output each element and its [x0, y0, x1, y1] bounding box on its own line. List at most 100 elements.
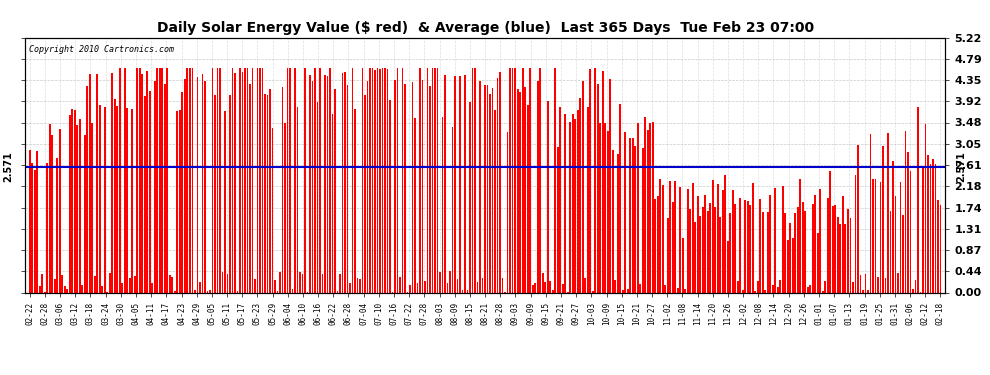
- Bar: [114, 99, 116, 292]
- Bar: [124, 68, 126, 292]
- Bar: [717, 184, 719, 292]
- Bar: [349, 283, 350, 292]
- Bar: [527, 105, 529, 292]
- Bar: [817, 233, 819, 292]
- Bar: [519, 92, 521, 292]
- Bar: [324, 75, 326, 292]
- Bar: [844, 224, 846, 292]
- Bar: [502, 278, 504, 292]
- Bar: [51, 135, 53, 292]
- Bar: [456, 279, 458, 292]
- Bar: [530, 68, 531, 292]
- Bar: [622, 290, 624, 292]
- Bar: [191, 68, 193, 292]
- Bar: [584, 278, 586, 292]
- Bar: [79, 119, 80, 292]
- Bar: [597, 84, 599, 292]
- Bar: [651, 122, 653, 292]
- Bar: [632, 138, 634, 292]
- Bar: [546, 101, 548, 292]
- Bar: [697, 196, 699, 292]
- Bar: [204, 81, 206, 292]
- Bar: [474, 68, 476, 292]
- Bar: [264, 94, 265, 292]
- Bar: [151, 283, 153, 292]
- Bar: [862, 290, 863, 292]
- Bar: [207, 291, 208, 292]
- Bar: [148, 91, 150, 292]
- Bar: [245, 68, 246, 292]
- Bar: [742, 290, 743, 292]
- Bar: [772, 285, 774, 292]
- Bar: [730, 213, 732, 292]
- Bar: [397, 68, 398, 292]
- Bar: [854, 176, 856, 292]
- Bar: [727, 241, 729, 292]
- Bar: [286, 68, 288, 292]
- Bar: [542, 273, 544, 292]
- Bar: [389, 99, 391, 292]
- Bar: [482, 278, 483, 292]
- Bar: [615, 280, 616, 292]
- Bar: [561, 284, 563, 292]
- Bar: [569, 122, 571, 292]
- Bar: [237, 291, 239, 292]
- Bar: [354, 108, 355, 292]
- Bar: [532, 285, 534, 292]
- Bar: [327, 76, 329, 292]
- Bar: [292, 289, 293, 292]
- Bar: [171, 278, 173, 292]
- Bar: [317, 102, 319, 292]
- Bar: [694, 222, 696, 292]
- Bar: [874, 179, 876, 292]
- Bar: [166, 68, 168, 292]
- Bar: [271, 128, 273, 292]
- Bar: [540, 68, 541, 292]
- Bar: [884, 278, 886, 292]
- Bar: [249, 84, 250, 292]
- Bar: [789, 223, 791, 292]
- Bar: [887, 134, 889, 292]
- Bar: [625, 132, 626, 292]
- Bar: [644, 117, 646, 292]
- Bar: [284, 123, 286, 292]
- Bar: [535, 282, 536, 292]
- Title: Daily Solar Energy Value ($ red)  & Average (blue)  Last 365 Days  Tue Feb 23 07: Daily Solar Energy Value ($ red) & Avera…: [156, 21, 814, 35]
- Bar: [342, 73, 344, 292]
- Bar: [507, 132, 509, 292]
- Bar: [837, 217, 839, 292]
- Bar: [607, 131, 609, 292]
- Bar: [161, 68, 163, 292]
- Bar: [800, 179, 801, 292]
- Bar: [42, 274, 44, 292]
- Bar: [186, 68, 188, 292]
- Bar: [769, 195, 771, 292]
- Bar: [322, 274, 324, 292]
- Bar: [879, 182, 881, 292]
- Bar: [239, 68, 241, 292]
- Bar: [599, 123, 601, 292]
- Bar: [815, 195, 816, 292]
- Bar: [471, 68, 473, 292]
- Bar: [494, 110, 496, 292]
- Bar: [219, 68, 221, 292]
- Bar: [757, 281, 758, 292]
- Bar: [917, 106, 919, 292]
- Bar: [445, 75, 446, 292]
- Bar: [779, 280, 781, 292]
- Bar: [412, 82, 414, 292]
- Bar: [764, 290, 766, 292]
- Bar: [156, 68, 158, 292]
- Bar: [627, 289, 629, 292]
- Bar: [74, 110, 75, 292]
- Bar: [202, 74, 203, 292]
- Bar: [302, 274, 303, 292]
- Bar: [577, 111, 578, 292]
- Bar: [332, 114, 334, 292]
- Bar: [832, 206, 834, 292]
- Bar: [594, 68, 596, 292]
- Bar: [366, 81, 368, 292]
- Bar: [927, 155, 929, 292]
- Bar: [859, 275, 861, 292]
- Bar: [34, 170, 36, 292]
